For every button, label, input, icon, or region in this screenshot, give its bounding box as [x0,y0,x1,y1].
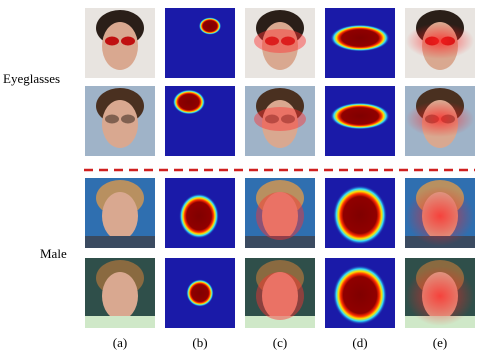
attention-overlay [406,266,474,326]
face [102,22,138,70]
column-label: (e) [433,335,447,350]
attention-overlay [256,272,304,320]
glasses [121,115,135,124]
glasses [121,37,135,46]
attention-overlay [254,107,306,131]
shirt [85,316,155,328]
glasses [105,37,119,46]
attention-overlay [406,23,474,59]
face [102,100,138,148]
column-label: (d) [352,335,367,350]
face [102,272,138,320]
figure: Eyeglasses Male (a) (b) (c) (d) (e) [0,0,477,353]
row-label: Male [40,246,67,261]
heat-blob [330,25,389,52]
column-label: (b) [192,335,207,350]
shirt [85,236,155,248]
column-label: (c) [273,335,287,350]
image-grid [85,8,475,328]
face [102,192,138,240]
heat-blob [333,265,387,324]
heat-blob [173,90,206,115]
glasses [105,115,119,124]
heat-blob [333,185,387,244]
heat-blob [330,103,389,130]
attention-overlay [406,101,474,137]
heat-blob [199,17,222,35]
heat-blob [179,194,219,239]
attention-overlay [254,29,306,53]
attention-overlay [256,192,304,240]
column-label: (a) [113,335,127,350]
heat-blob [186,279,214,307]
row-label: Eyeglasses [3,71,60,86]
attention-overlay [406,186,474,246]
heatmap [165,8,235,78]
